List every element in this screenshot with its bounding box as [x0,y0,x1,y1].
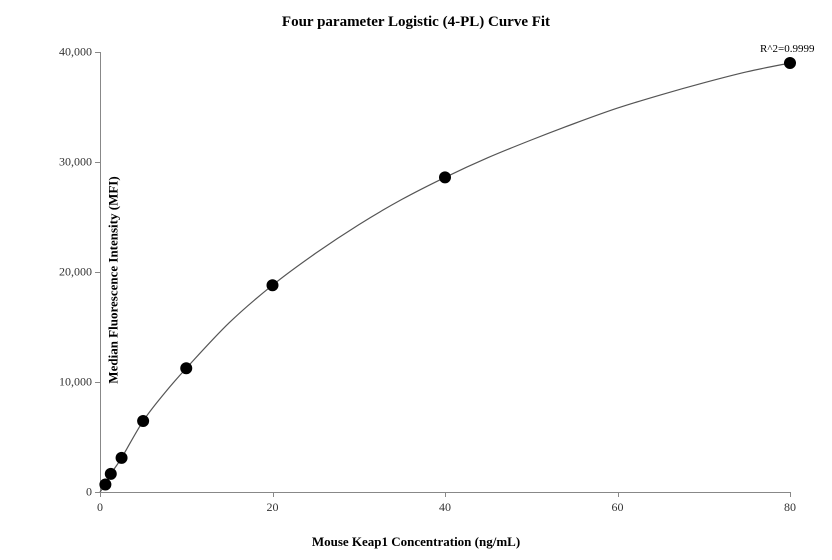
chart-svg [0,0,832,560]
data-point-marker [116,452,127,463]
y-tick-mark [95,162,100,163]
x-tick-label: 20 [267,500,279,515]
x-tick-mark [790,492,791,497]
x-tick-mark [618,492,619,497]
data-point-marker [181,363,192,374]
x-tick-label: 60 [612,500,624,515]
x-tick-label: 80 [784,500,796,515]
y-tick-mark [95,382,100,383]
x-tick-mark [445,492,446,497]
x-tick-mark [100,492,101,497]
y-tick-mark [95,52,100,53]
data-point-marker [100,479,111,490]
y-tick-label: 40,000 [42,45,92,60]
chart-container: Four parameter Logistic (4-PL) Curve Fit… [0,0,832,560]
data-point-marker [105,468,116,479]
x-tick-mark [273,492,274,497]
y-tick-label: 0 [42,485,92,500]
data-point-marker [785,58,796,69]
data-point-marker [440,172,451,183]
x-tick-label: 0 [97,500,103,515]
fit-curve [100,63,790,492]
r-squared-label: R^2=0.9999 [760,43,814,55]
y-tick-label: 20,000 [42,265,92,280]
y-tick-mark [95,272,100,273]
data-point-marker [138,416,149,427]
y-tick-label: 10,000 [42,375,92,390]
y-tick-mark [95,492,100,493]
y-tick-label: 30,000 [42,155,92,170]
data-point-marker [267,280,278,291]
x-tick-label: 40 [439,500,451,515]
